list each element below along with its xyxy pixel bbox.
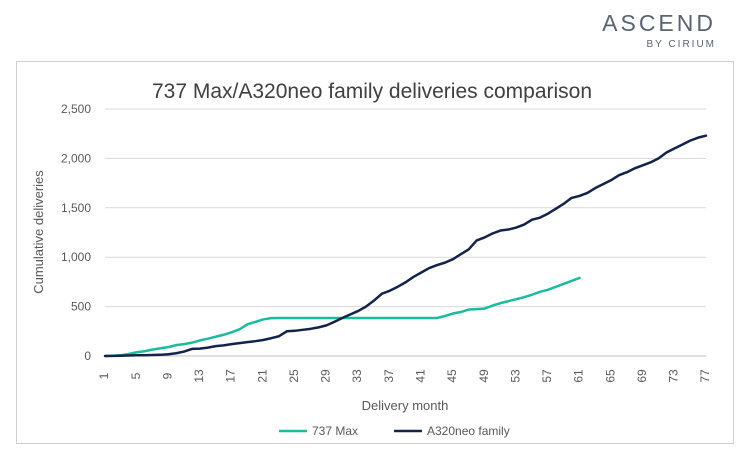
chart-frame bbox=[16, 61, 734, 444]
x-tick-label: 65 bbox=[603, 369, 617, 383]
grid-lines bbox=[105, 108, 706, 357]
brand-name: ASCEND bbox=[602, 10, 716, 36]
y-tick-label: 2,500 bbox=[61, 102, 91, 116]
x-tick-label: 53 bbox=[508, 369, 522, 383]
y-axis-ticks: 0 500 1,000 1,500 2,000 2,500 bbox=[61, 102, 91, 363]
x-tick-label: 73 bbox=[667, 369, 681, 383]
y-tick-label: 500 bbox=[71, 300, 91, 314]
x-tick-label: 1 bbox=[97, 372, 111, 379]
x-tick-label: 57 bbox=[540, 369, 554, 383]
x-tick-label: 17 bbox=[224, 369, 238, 383]
legend-label: A320neo family bbox=[427, 424, 510, 438]
brand-subtitle: BY CIRIUM bbox=[646, 39, 716, 50]
series-line-a320neo-family bbox=[103, 134, 708, 358]
legend-label: 737 Max bbox=[312, 424, 358, 438]
y-axis-label: Cumulative deliveries bbox=[31, 170, 46, 294]
x-tick-label: 25 bbox=[287, 369, 301, 383]
x-tick-label: 49 bbox=[477, 369, 491, 383]
x-tick-label: 13 bbox=[192, 369, 206, 383]
x-tick-label: 5 bbox=[129, 372, 143, 379]
chart-title: 737 Max/A320neo family deliveries compar… bbox=[152, 80, 592, 103]
brand-logo: ASCEND BY CIRIUM bbox=[602, 10, 716, 52]
y-tick-label: 1,500 bbox=[61, 201, 91, 215]
x-tick-label: 41 bbox=[413, 369, 427, 383]
x-tick-label: 21 bbox=[255, 369, 269, 383]
x-axis-label: Delivery month bbox=[362, 398, 449, 413]
legend: 737 Max A320neo family bbox=[279, 424, 510, 438]
x-tick-label: 37 bbox=[382, 369, 396, 383]
x-tick-label: 29 bbox=[319, 369, 333, 383]
x-tick-label: 45 bbox=[445, 369, 459, 383]
x-tick-label: 9 bbox=[160, 372, 174, 379]
x-axis-ticks: 1 5 9 13 17 21 25 29 33 37 41 45 49 53 57 61 65 69 73 77 bbox=[97, 369, 712, 383]
y-tick-label: 1,000 bbox=[61, 250, 91, 264]
y-tick-label: 2,000 bbox=[61, 151, 91, 165]
x-tick-label: 61 bbox=[572, 369, 586, 383]
series-lines bbox=[103, 134, 708, 358]
y-tick-label: 0 bbox=[84, 349, 91, 363]
x-tick-label: 69 bbox=[635, 369, 649, 383]
x-tick-label: 33 bbox=[350, 369, 364, 383]
x-tick-label: 77 bbox=[698, 369, 712, 383]
